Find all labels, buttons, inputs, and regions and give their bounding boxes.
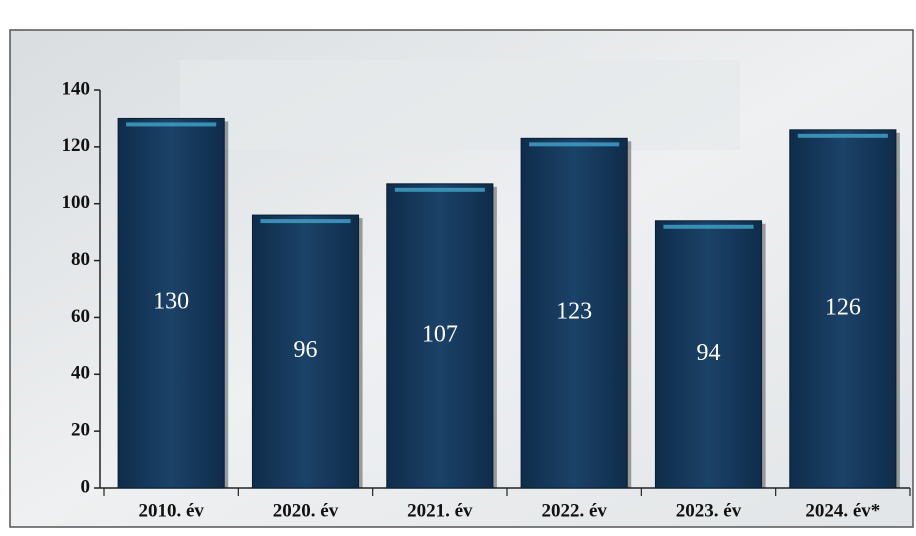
bar — [117, 117, 225, 489]
bar — [654, 220, 763, 489]
bar-highlight — [126, 122, 217, 127]
y-tick-label: 100 — [62, 192, 91, 213]
x-tick-label: 2023. év — [676, 500, 742, 521]
y-tick-label: 0 — [81, 476, 91, 497]
y-tick-label: 140 — [62, 78, 91, 99]
x-tick-label: 2020. év — [273, 500, 339, 521]
x-tick-label: 2021. év — [407, 500, 473, 521]
data-label: 96 — [294, 337, 318, 363]
y-tick-label: 40 — [71, 363, 90, 384]
x-tick-label: 2010. év — [138, 500, 204, 521]
bar — [520, 137, 628, 489]
x-tick-label: 2022. év — [541, 500, 607, 521]
data-label: 94 — [697, 340, 721, 366]
data-label: 123 — [556, 299, 592, 325]
bar-highlight — [394, 187, 485, 192]
bar-highlight — [260, 219, 351, 224]
bar-highlight — [663, 224, 754, 229]
x-tick-label: 2024. év* — [805, 500, 880, 521]
bar — [789, 129, 897, 489]
y-tick-label: 60 — [71, 306, 90, 327]
y-tick-label: 20 — [71, 420, 90, 441]
background-building — [180, 60, 740, 150]
data-label: 126 — [825, 294, 861, 320]
data-label: 107 — [422, 321, 458, 347]
bar — [251, 214, 360, 489]
y-tick-label: 120 — [62, 135, 91, 156]
bar-highlight — [797, 133, 888, 138]
y-tick-label: 80 — [71, 249, 90, 270]
bar — [386, 183, 494, 489]
bar-highlight — [529, 142, 620, 147]
data-label: 130 — [153, 289, 189, 315]
